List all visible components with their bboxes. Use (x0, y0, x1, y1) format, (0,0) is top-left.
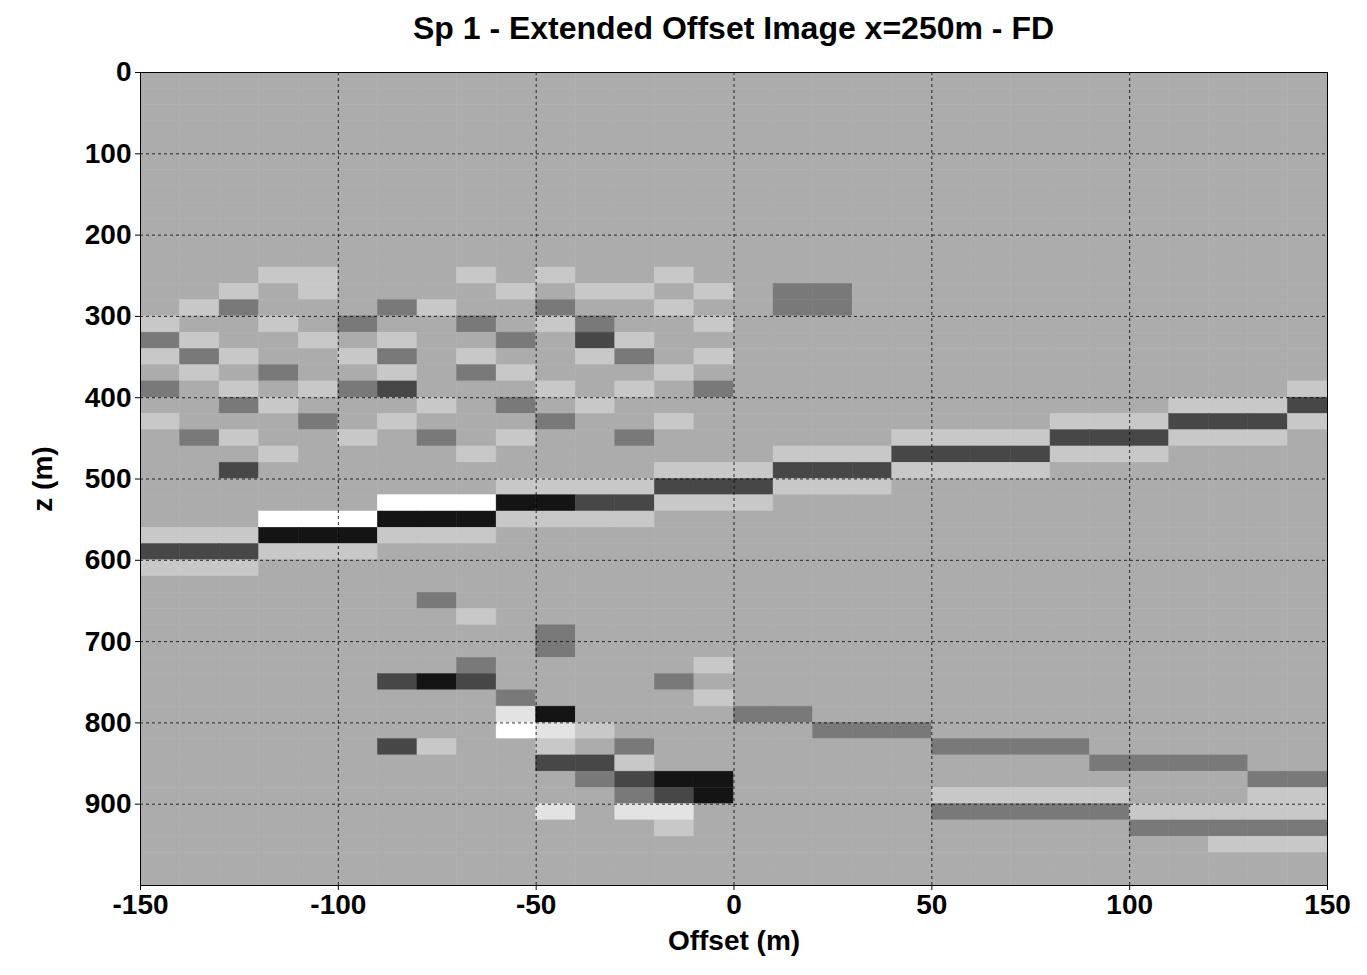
svg-text:700: 700 (85, 626, 132, 657)
svg-text:0: 0 (116, 56, 132, 87)
svg-text:500: 500 (85, 463, 132, 494)
svg-text:-100: -100 (310, 889, 366, 920)
svg-text:600: 600 (85, 544, 132, 575)
svg-text:-150: -150 (112, 889, 168, 920)
svg-text:900: 900 (85, 788, 132, 819)
svg-text:50: 50 (916, 889, 947, 920)
html-text:Sp 1 - Extended Offset Image x: Sp 1 - Extended Offset Image x=250m - FD (413, 10, 1054, 46)
svg-text:400: 400 (85, 382, 132, 413)
svg-text:800: 800 (85, 707, 132, 738)
svg-text:200: 200 (85, 219, 132, 250)
svg-text:-50: -50 (516, 889, 556, 920)
svg-text:150: 150 (1304, 889, 1351, 920)
svg-text:100: 100 (1106, 889, 1153, 920)
svg-text:100: 100 (85, 138, 132, 169)
svg-text:300: 300 (85, 300, 132, 331)
svg-text:Offset (m): Offset (m) (668, 925, 800, 956)
svg-text:0: 0 (726, 889, 742, 920)
svg-text:z (m): z (m) (27, 446, 58, 511)
